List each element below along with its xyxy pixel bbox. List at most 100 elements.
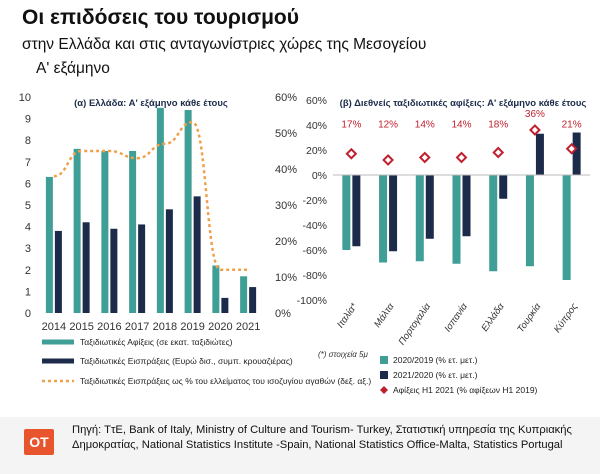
y-tick-label: -80% [302, 270, 327, 282]
bar-arrivals [212, 265, 220, 313]
y-tick-label: 8 [25, 135, 31, 147]
legend-label: Ταξιδιωτικές Εισπράξεις (Ευρώ δισ., συμπ… [80, 356, 293, 366]
x-tick-label: 2018 [153, 321, 177, 333]
y-tick-label: -100% [297, 295, 327, 307]
y2-tick-label: 50% [275, 128, 297, 140]
ot-logo: ΟΤ [24, 429, 54, 455]
legend-swatch-2021 [380, 371, 388, 379]
y-tick-label: 0% [312, 170, 327, 182]
source-note: Πηγή: ΤτΕ, Bank of Italy, Ministry of Cu… [72, 424, 572, 451]
bar-arrivals [45, 176, 53, 313]
x-tick-label: 2019 [180, 321, 204, 333]
y2-tick-label: 20% [275, 236, 297, 248]
bar-2021-2020 [462, 175, 471, 237]
data-label: 21% [562, 120, 582, 131]
bar-receipts [82, 222, 90, 313]
x-tick-label: Μάλτα [372, 301, 397, 330]
x-tick-label: 2017 [125, 321, 149, 333]
bar-2020-2019 [452, 175, 461, 264]
bar-arrivals [101, 151, 109, 313]
bar-2021-2020 [352, 175, 361, 247]
x-tick-label: 2016 [97, 321, 121, 333]
x-tick-label: 2014 [42, 321, 66, 333]
y-tick-label: 3 [25, 243, 31, 255]
y2-tick-label: 60% [275, 92, 297, 104]
data-label: 14% [415, 120, 435, 131]
bar-2020-2019 [562, 175, 571, 280]
bar-receipts [193, 196, 201, 313]
x-tick-label: Κύπρος [552, 301, 580, 335]
y2-tick-label: 10% [275, 272, 297, 284]
bar-2020-2019 [379, 175, 388, 263]
chart-b-note: (*) στοιχεία 5μ [318, 350, 368, 359]
legend-label: Αφίξεις Η1 2021 (% αφίξεων Η1 2019) [393, 385, 538, 395]
bar-receipts [249, 287, 257, 313]
y-tick-label: 40% [306, 120, 327, 132]
data-label: 36% [525, 109, 545, 120]
y-tick-label: 7 [25, 157, 31, 169]
bar-receipts [110, 228, 118, 313]
chart-b-title: (β) Διεθνείς ταξιδιωτικές αφίξεις: Α' εξ… [340, 98, 587, 109]
bar-receipts [138, 224, 146, 313]
y-tick-label: 6 [25, 178, 31, 190]
y-tick-label: 1 [25, 286, 31, 298]
marker-h1-2021 [529, 124, 541, 136]
y-tick-label: 2 [25, 265, 31, 277]
legend-label: Ταξιδιωτικές Εισπράξεις ως % του ελλείμα… [80, 376, 371, 386]
y-tick-label: 9 [25, 114, 31, 126]
bar-arrivals [156, 107, 164, 313]
bar-2021-2020 [499, 175, 508, 199]
period-label: Α' εξάμηνο [36, 60, 110, 77]
page-title: Οι επιδόσεις του τουρισμού [22, 6, 299, 29]
legend-label: 2021/2020 (% ετ. μετ.) [393, 370, 478, 380]
bar-2020-2019 [525, 175, 534, 267]
y-tick-label: 60% [306, 95, 327, 107]
marker-h1-2021 [382, 154, 394, 166]
y-tick-label: -20% [302, 195, 327, 207]
y-tick-label: 10 [19, 92, 31, 104]
chart-b: (β) Διεθνείς ταξιδιωτικές αφίξεις: Α' εξ… [297, 95, 590, 395]
legend-label: Ταξιδιωτικές Αφίξεις (σε εκατ. ταξιδιώτε… [80, 337, 233, 347]
data-label: 12% [378, 120, 398, 131]
bar-receipts [221, 297, 229, 313]
bar-arrivals [73, 148, 81, 313]
x-tick-label: Ελλάδα [479, 301, 507, 334]
y-tick-label: 4 [25, 222, 31, 234]
bar-arrivals [129, 151, 137, 313]
y-tick-label: 5 [25, 200, 31, 212]
marker-h1-2021 [455, 151, 468, 164]
charts-canvas: (α) Ελλάδα: Α' εξάμηνο κάθε έτους 0 1 2 3 4 5 6… [19, 92, 590, 395]
data-label: 17% [341, 120, 361, 131]
x-tick-label: Ισπανία [442, 301, 470, 334]
y-tick-label: -40% [302, 220, 327, 232]
y-tick-label: 0 [25, 308, 31, 320]
bar-2021-2020 [425, 175, 434, 239]
bar-receipts [165, 209, 173, 313]
legend-swatch-marker [380, 386, 388, 394]
x-tick-label: Ιταλία* [335, 301, 360, 330]
chart-a: (α) Ελλάδα: Α' εξάμηνο κάθε έτους 0 1 2 3 4 5 6… [19, 92, 372, 386]
bar-2021-2020 [535, 133, 544, 175]
x-tick-label: 2020 [208, 321, 232, 333]
data-label: 14% [451, 120, 471, 131]
bar-arrivals [240, 276, 248, 313]
page-subtitle: στην Ελλάδα και στις ανταγωνίστριες χώρε… [22, 36, 427, 53]
x-tick-label: 2021 [236, 321, 260, 333]
marker-h1-2021 [418, 151, 431, 164]
y2-tick-label: 0% [275, 308, 291, 320]
chart-a-title: (α) Ελλάδα: Α' εξάμηνο κάθε έτους [74, 98, 228, 109]
legend-label: 2020/2019 (% ετ. μετ.) [393, 355, 478, 365]
y-tick-label: -60% [302, 245, 327, 257]
marker-h1-2021 [565, 142, 578, 155]
x-tick-label: Πορτογαλία [397, 301, 434, 347]
x-tick-label: 2015 [69, 321, 93, 333]
y2-tick-label: 30% [275, 200, 297, 212]
bar-receipts [54, 230, 62, 313]
bar-2021-2020 [389, 175, 398, 252]
bar-arrivals [184, 109, 192, 314]
marker-h1-2021 [345, 147, 358, 160]
data-label: 18% [488, 120, 508, 131]
y-tick-label: 20% [306, 145, 327, 157]
footer: ΟΤ Πηγή: ΤτΕ, Bank of Italy, Ministry of… [0, 417, 600, 474]
x-tick-label: Τουρκία [515, 301, 543, 335]
